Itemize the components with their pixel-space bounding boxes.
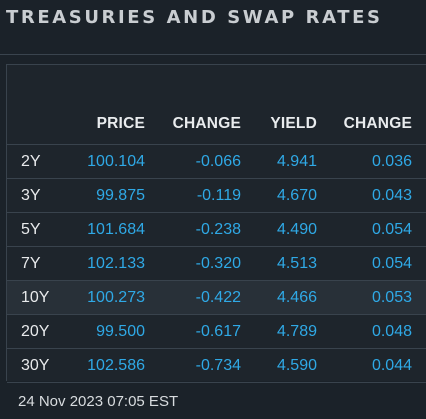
page-title: TREASURIES AND SWAP RATES [6,7,383,28]
yield-cell: 4.466 [276,288,317,306]
yield-cell: 4.789 [276,322,317,340]
rates-table: PRICE CHANGE YIELD CHANGE 2Y 100.104 -0.… [6,64,426,383]
table-row: 7Y 102.133 -0.320 4.513 0.054 [7,247,426,281]
price-change-cell: -0.238 [195,220,241,238]
yield-change-cell: 0.044 [371,356,412,374]
tenor-cell: 10Y [21,288,50,306]
table-row: 5Y 101.684 -0.238 4.490 0.054 [7,213,426,247]
table-header-row: PRICE CHANGE YIELD CHANGE [7,65,426,145]
last-updated-timestamp: 24 Nov 2023 07:05 EST [18,393,179,410]
price-change-cell: -0.734 [195,356,241,374]
yield-change-cell: 0.043 [371,186,412,204]
table-row: 30Y 102.586 -0.734 4.590 0.044 [7,349,426,383]
tenor-cell: 2Y [21,152,41,170]
table-row-highlighted: 10Y 100.273 -0.422 4.466 0.053 [7,281,426,315]
tenor-cell: 30Y [21,356,50,374]
price-cell: 99.875 [96,186,145,204]
price-change-cell: -0.422 [195,288,241,306]
tenor-cell: 7Y [21,254,41,272]
table-row: 2Y 100.104 -0.066 4.941 0.036 [7,145,426,179]
tenor-cell: 3Y [21,186,41,204]
yield-change-cell: 0.054 [371,220,412,238]
table-row: 20Y 99.500 -0.617 4.789 0.048 [7,315,426,349]
header-price: PRICE [96,115,145,132]
yield-change-cell: 0.053 [371,288,412,306]
table-row: 3Y 99.875 -0.119 4.670 0.043 [7,179,426,213]
yield-change-cell: 0.054 [371,254,412,272]
price-cell: 99.500 [96,322,145,340]
yield-cell: 4.490 [276,220,317,238]
price-change-cell: -0.617 [195,322,241,340]
price-cell: 102.133 [87,254,145,272]
yield-cell: 4.590 [276,356,317,374]
price-cell: 101.684 [87,220,145,238]
header-price-change: CHANGE [172,115,241,132]
header-yield: YIELD [270,115,317,132]
price-cell: 100.104 [87,152,145,170]
price-change-cell: -0.320 [195,254,241,272]
title-divider [0,54,426,55]
yield-change-cell: 0.036 [371,152,412,170]
yield-cell: 4.670 [276,186,317,204]
header-yield-change: CHANGE [343,115,412,132]
yield-cell: 4.513 [276,254,317,272]
yield-cell: 4.941 [276,152,317,170]
tenor-cell: 5Y [21,220,41,238]
header-tenor [7,65,67,144]
price-change-cell: -0.066 [195,152,241,170]
price-cell: 100.273 [87,288,145,306]
yield-change-cell: 0.048 [371,322,412,340]
tenor-cell: 20Y [21,322,50,340]
price-change-cell: -0.119 [196,186,241,204]
price-cell: 102.586 [87,356,145,374]
